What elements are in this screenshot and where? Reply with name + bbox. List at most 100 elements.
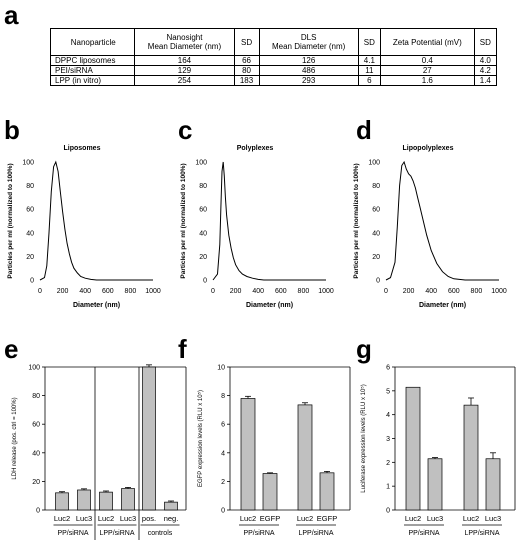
x-tick-label: 400 [425, 288, 437, 295]
x-tick-label: Luc2 [297, 514, 313, 523]
y-tick-label: 80 [26, 183, 34, 190]
x-tick-label: Luc3 [76, 514, 92, 523]
bar [55, 492, 69, 511]
bar [319, 472, 335, 511]
y-tick-label: 60 [199, 207, 207, 214]
table-header-row: Nanoparticle Nanosight Mean Diameter (nm… [49, 28, 498, 56]
y-tick-label: 0 [386, 508, 390, 515]
table-header-cell: Nanoparticle [49, 28, 136, 56]
chart-luciferase-expression: 0 1 2 3 4 5 6 Luciferase expression levels (RLU… [360, 365, 516, 537]
group-label: LPP/siRNA [464, 530, 499, 537]
chart-title: Liposomes [64, 145, 101, 152]
y-tick-label: 80 [32, 393, 40, 400]
x-tick-label: 400 [79, 288, 91, 295]
table-cell: 27 [380, 65, 475, 76]
y-axis-label: LDH release (pos. ctrl = 100%) [12, 397, 18, 479]
group-label: PP/siRNA [57, 530, 88, 537]
y-axis-label: Particles per ml (normalized to 100%) [180, 163, 187, 278]
y-tick-label: 40 [32, 450, 40, 457]
x-tick-label: EGFP [260, 514, 280, 523]
table-cell: LPP (in vitro) [49, 75, 136, 86]
x-tick-label: 800 [471, 288, 483, 295]
bar [77, 489, 91, 511]
bar [297, 404, 313, 511]
x-tick-label: 600 [102, 288, 114, 295]
table-cell: PEI/siRNA [49, 65, 136, 76]
panel-letter-c: c [178, 115, 193, 145]
x-tick-label: 200 [230, 288, 242, 295]
y-axis-label: Particles per ml (normalized to 100%) [7, 163, 14, 278]
table-cell: 66 [233, 55, 260, 66]
chart-egfp-expression: 0 2 4 6 8 10 EGFP expression levels (RLU x 10⁵… [197, 365, 351, 537]
chart-title: Polyplexes [237, 145, 274, 152]
y-tick-label: 2 [221, 479, 225, 486]
x-tick-label: Luc2 [98, 514, 114, 523]
y-tick-label: 80 [372, 183, 380, 190]
bar [427, 458, 443, 511]
y-tick-label: 40 [372, 230, 380, 237]
x-tick-label: 200 [403, 288, 415, 295]
y-tick-label: 20 [372, 254, 380, 261]
table-cell: 80 [233, 65, 260, 76]
series-line [39, 160, 153, 281]
table-cell: 4.2 [473, 65, 498, 76]
nanoparticle-properties-table: Nanoparticle Nanosight Mean Diameter (nm… [49, 28, 498, 86]
y-tick-label: 0 [30, 278, 34, 285]
x-tick-label: neg. [164, 514, 179, 523]
bar [142, 366, 156, 511]
panel-letter-d: d [356, 115, 372, 145]
y-tick-label: 10 [217, 365, 225, 372]
table-cell: DPPC liposomes [49, 55, 136, 66]
y-axis-label: Particles per ml (normalized to 100%) [353, 163, 360, 278]
group-label: PP/siRNA [408, 530, 439, 537]
bar [262, 473, 278, 511]
y-tick-label: 4 [221, 450, 225, 457]
table-cell: 1.6 [380, 75, 475, 86]
y-tick-label: 100 [195, 160, 207, 167]
x-axis-label: Diameter (nm) [73, 302, 120, 309]
table-header-cell: DLS Mean Diameter (nm) [258, 28, 359, 56]
bar [164, 501, 178, 511]
y-tick-label: 60 [32, 422, 40, 429]
y-tick-label: 100 [368, 160, 380, 167]
table-row: LPP (in vitro) 254 183 293 6 1.6 1.4 [49, 75, 498, 86]
y-tick-label: 20 [199, 254, 207, 261]
table-row: PEI/siRNA 129 80 486 11 27 4.2 [49, 65, 498, 76]
x-tick-label: 200 [57, 288, 69, 295]
x-tick-label: Luc3 [427, 514, 443, 523]
x-tick-label: EGFP [317, 514, 337, 523]
x-tick-label: Luc3 [120, 514, 136, 523]
panel-letter-g: g [356, 334, 372, 364]
x-tick-label: pos. [142, 514, 156, 523]
group-label: controls [148, 530, 173, 537]
table-cell: 293 [258, 75, 359, 86]
y-tick-label: 6 [221, 422, 225, 429]
table-cell: 486 [258, 65, 359, 76]
y-tick-label: 80 [199, 183, 207, 190]
x-tick-label: 600 [275, 288, 287, 295]
y-tick-label: 60 [372, 207, 380, 214]
x-tick-label: 400 [252, 288, 264, 295]
table-cell: 4.1 [357, 55, 382, 66]
table-header-cell: SD [473, 28, 498, 56]
x-tick-label: Luc3 [485, 514, 501, 523]
x-axis-label: Diameter (nm) [246, 302, 293, 309]
y-tick-label: 3 [386, 436, 390, 443]
y-tick-label: 5 [386, 388, 390, 395]
y-tick-label: 20 [26, 254, 34, 261]
table-header-cell: Zeta Potential (mV) [380, 28, 475, 56]
y-tick-label: 8 [221, 393, 225, 400]
group-label: PP/siRNA [243, 530, 274, 537]
bar [99, 491, 113, 511]
table-cell: 11 [357, 65, 382, 76]
table-row: DPPC liposomes 164 66 126 4.1 0.4 4.0 [49, 55, 498, 66]
y-tick-label: 20 [32, 479, 40, 486]
panel-letter-e: e [4, 334, 19, 364]
x-tick-label: 1000 [145, 288, 161, 295]
panel-letter-b: b [4, 115, 20, 145]
table-cell: 126 [258, 55, 359, 66]
bar [405, 386, 421, 511]
